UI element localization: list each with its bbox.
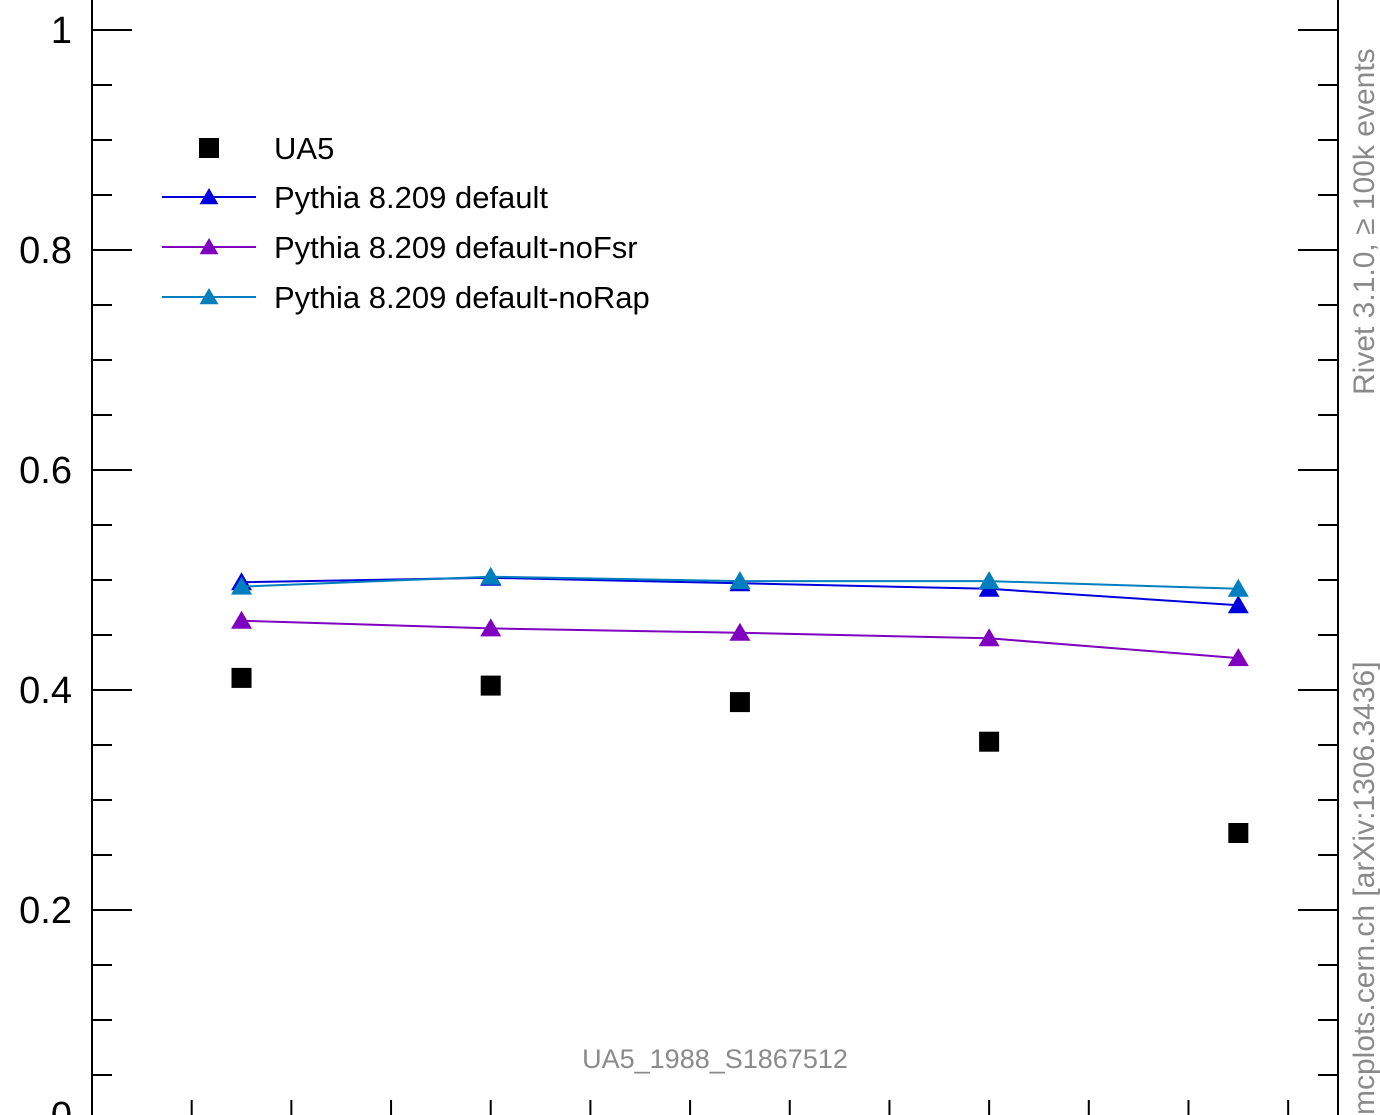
legend-label: Pythia 8.209 default-noFsr bbox=[274, 230, 638, 265]
data-point-triangle bbox=[729, 571, 751, 590]
legend-label: Pythia 8.209 default bbox=[274, 180, 548, 215]
series-3 bbox=[231, 566, 1249, 597]
side-text-mcplots: mcplots.cern.ch [arXiv:1306.3436] bbox=[1348, 661, 1380, 1115]
data-point-square bbox=[1228, 823, 1249, 843]
data-point-square bbox=[729, 692, 750, 713]
legend-swatch-marker bbox=[199, 238, 219, 255]
y-tick-label: 0.6 bbox=[19, 450, 72, 492]
side-text-rivet: Rivet 3.1.0, ≥ 100k events bbox=[1348, 48, 1380, 395]
data-point-square bbox=[231, 667, 252, 688]
y-tick-label: 0.8 bbox=[19, 230, 72, 272]
legend-swatch-marker bbox=[199, 188, 219, 205]
series-layer bbox=[231, 566, 1249, 843]
axis-ticks bbox=[92, 29, 1338, 1115]
series-0 bbox=[231, 667, 1249, 843]
y-tick-labels: 0.2 0.4 0.6 0.8 1 0 bbox=[19, 10, 72, 1115]
analysis-annotation: UA5_1988_S1867512 bbox=[582, 1044, 848, 1074]
data-point-triangle bbox=[231, 610, 253, 629]
data-point-triangle bbox=[231, 576, 253, 595]
data-point-triangle bbox=[729, 622, 751, 641]
series-2 bbox=[231, 610, 1249, 667]
y-tick-label: 1 bbox=[51, 10, 72, 52]
y-tick-label: 0.2 bbox=[19, 890, 72, 932]
data-point-triangle bbox=[1227, 648, 1249, 667]
data-point-square bbox=[480, 675, 501, 696]
y-tick-label: 0.4 bbox=[19, 670, 72, 712]
data-point-triangle bbox=[1227, 595, 1249, 614]
y-tick-label-zero: 0 bbox=[51, 1095, 72, 1115]
legend-item: Pythia 8.209 default-noFsr bbox=[162, 230, 638, 265]
data-point-triangle bbox=[480, 618, 502, 637]
data-point-triangle bbox=[978, 571, 1000, 590]
legend-item: UA5 bbox=[199, 131, 334, 166]
legend-item: Pythia 8.209 default bbox=[162, 180, 548, 215]
plot-frame bbox=[91, 0, 1339, 1115]
legend-label: UA5 bbox=[274, 131, 334, 166]
data-point-square bbox=[979, 731, 1000, 752]
legend-swatch-marker bbox=[199, 138, 219, 158]
data-point-triangle bbox=[1227, 578, 1249, 597]
legend-swatch-marker bbox=[199, 288, 219, 305]
data-point-triangle bbox=[978, 628, 1000, 647]
legend: UA5 Pythia 8.209 default Pythia 8.209 defa… bbox=[162, 131, 650, 315]
legend-label: Pythia 8.209 default-noRap bbox=[274, 280, 650, 315]
data-point-triangle bbox=[480, 566, 502, 585]
legend-item: Pythia 8.209 default-noRap bbox=[162, 280, 650, 315]
